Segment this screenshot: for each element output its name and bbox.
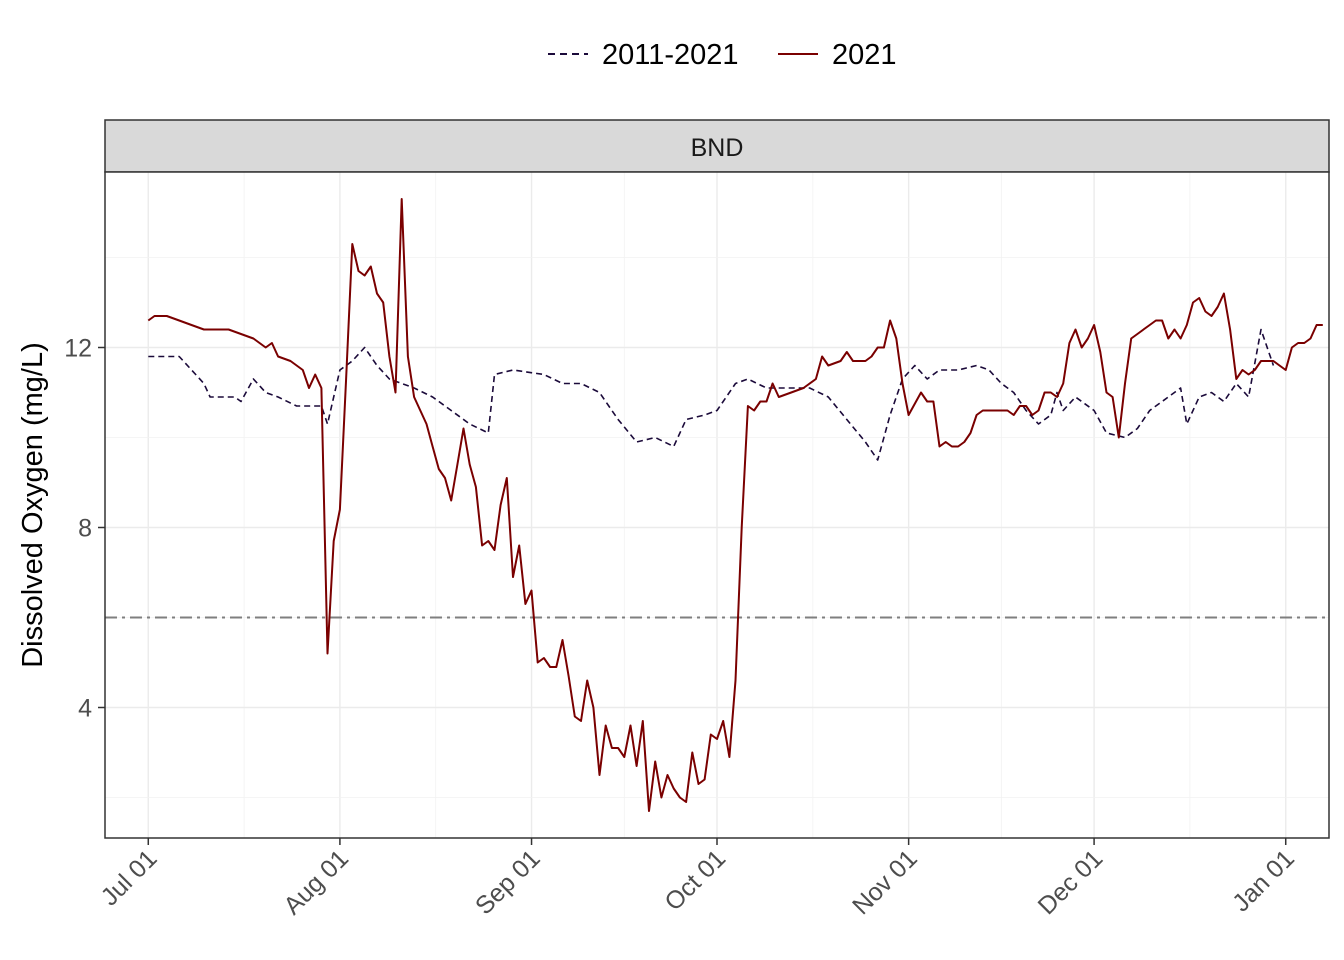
legend-label-2011-2021: 2011-2021	[602, 39, 739, 71]
x-tick-label: Aug 01	[278, 844, 354, 920]
x-tick-label: Dec 01	[1033, 844, 1109, 920]
y-axis: 4 8 12	[64, 335, 105, 723]
x-tick-label: Jul 01	[96, 844, 163, 911]
x-tick-label: Sep 01	[470, 844, 546, 920]
x-tick-label: Oct 01	[659, 844, 731, 916]
legend: 2011-2021 2021	[548, 39, 897, 71]
facet-strip-label: BND	[691, 134, 744, 162]
x-tick-label: Nov 01	[847, 844, 923, 920]
facet-strip: BND	[104, 119, 1330, 173]
x-axis: Jul 01 Aug 01 Sep 01 Oct 01 Nov 01 Dec 01 Jan …	[96, 838, 1300, 920]
x-tick-label: Jan 01	[1227, 844, 1300, 917]
legend-label-2021: 2021	[832, 39, 897, 71]
y-tick-label: 8	[78, 515, 92, 543]
series-line-2021	[147, 198, 1323, 812]
y-tick-label: 4	[78, 695, 92, 723]
y-tick-label: 12	[64, 335, 92, 363]
plot-panel	[104, 171, 1330, 839]
series-layer	[147, 198, 1323, 812]
y-axis-title: Dissolved Oxygen (mg/L)	[17, 342, 49, 668]
